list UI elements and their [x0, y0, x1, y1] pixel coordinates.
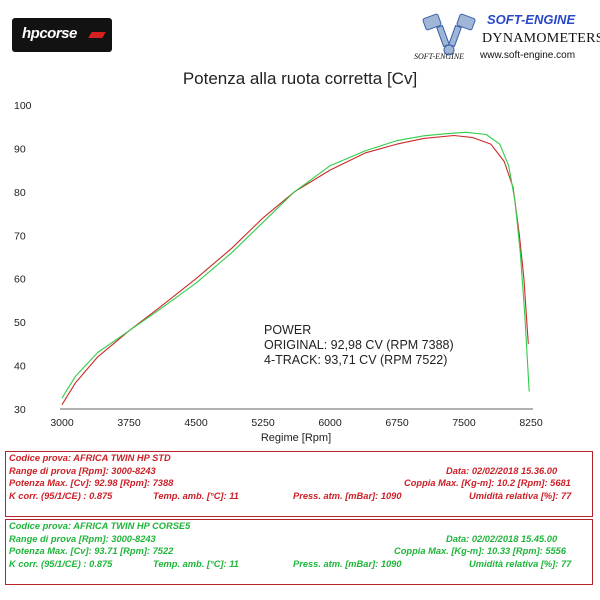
x-tick-label: 8250	[519, 417, 543, 429]
test-range: Range di prova [Rpm]: 3000-8243	[9, 533, 156, 544]
soft-engine-small: SOFT-ENGINE	[414, 52, 465, 61]
soft-engine-brand: SOFT-ENGINE	[487, 12, 576, 27]
max-power: Potenza Max. [Cv]: 93.71 [Rpm]: 7522	[9, 546, 174, 557]
pistons-icon	[422, 13, 476, 56]
x-tick-label: 3000	[50, 417, 74, 429]
x-axis-ticks: 3000 3750 4500 5250 6000 6750 7500 8250	[50, 417, 543, 429]
power-series-line-2	[61, 131, 530, 399]
y-tick-label: 60	[14, 274, 26, 286]
website-url: www.soft-engine.com	[480, 50, 576, 61]
temp-amb: Temp. amb. [°C]: 11	[153, 490, 239, 501]
power-series-line-1	[61, 134, 529, 405]
y-tick-label: 30	[14, 404, 26, 416]
humidity: Umidità relativa [%]: 77	[469, 558, 572, 569]
x-tick-label: 3750	[117, 417, 141, 429]
info-box-corse: Codice prova: AFRICA TWIN HP CORSE5 Rang…	[5, 519, 593, 585]
x-tick-label: 5250	[251, 417, 275, 429]
y-tick-label: 90	[14, 143, 26, 155]
test-date: Data: 02/02/2018 15.36.00	[446, 465, 558, 476]
annotation-power: POWER	[264, 323, 311, 337]
test-code: Codice prova: AFRICA TWIN HP CORSE5	[9, 521, 191, 531]
dynamometers-label: DYNAMOMETERS	[482, 31, 600, 46]
info-box-standard: Codice prova: AFRICA TWIN HP STD Range d…	[5, 451, 593, 517]
y-tick-label: 50	[14, 317, 26, 329]
x-tick-label: 6750	[385, 417, 409, 429]
test-range: Range di prova [Rpm]: 3000-8243	[9, 465, 156, 476]
humidity: Umidità relativa [%]: 77	[469, 490, 572, 501]
annotation-block: POWER ORIGINAL: 92,98 CV (RPM 7388) 4-TR…	[264, 323, 454, 367]
y-tick-label: 100	[14, 100, 32, 112]
press-atm: Press. atm. [mBar]: 1090	[293, 490, 402, 501]
series-layer	[61, 131, 530, 405]
x-tick-label: 4500	[184, 417, 208, 429]
max-torque: Coppia Max. [Kg-m]: 10.33 [Rpm]: 5556	[394, 546, 567, 557]
x-tick-label: 6000	[318, 417, 342, 429]
x-tick-label: 7500	[452, 417, 476, 429]
power-chart: 30 40 50 60 70 80 90 100 3000 3750 4500 5250 6000 67…	[14, 100, 543, 444]
temp-amb: Temp. amb. [°C]: 11	[153, 558, 239, 569]
press-atm: Press. atm. [mBar]: 1090	[293, 558, 402, 569]
chart-title: Potenza alla ruota corretta [Cv]	[182, 69, 418, 88]
y-axis-ticks: 30 40 50 60 70 80 90 100	[14, 100, 32, 416]
max-torque: Coppia Max. [Kg-m]: 10.2 [Rpm]: 5681	[404, 478, 571, 489]
test-code: Codice prova: AFRICA TWIN HP STD	[9, 453, 171, 463]
y-tick-label: 40	[14, 361, 26, 373]
annotation-original: ORIGINAL: 92,98 CV (RPM 7388)	[264, 338, 454, 352]
hpcorse-logo-text: hpcorse	[22, 25, 77, 42]
soft-engine-logo: SOFT-ENGINE DYNAMOMETERS www.soft-engine…	[410, 10, 600, 70]
annotation-4track: 4-TRACK: 93,71 CV (RPM 7522)	[264, 353, 447, 367]
max-power: Potenza Max. [Cv]: 92.98 [Rpm]: 7388	[9, 478, 174, 489]
k-corr: K corr. (95/1/CE) : 0.875	[9, 490, 113, 501]
y-tick-label: 80	[14, 187, 26, 199]
y-tick-label: 70	[14, 230, 26, 242]
test-date: Data: 02/02/2018 15.45.00	[446, 533, 558, 544]
hpcorse-logo: hpcorse	[12, 18, 112, 52]
k-corr: K corr. (95/1/CE) : 0.875	[9, 558, 113, 569]
x-axis-label: Regime [Rpm]	[261, 432, 331, 444]
